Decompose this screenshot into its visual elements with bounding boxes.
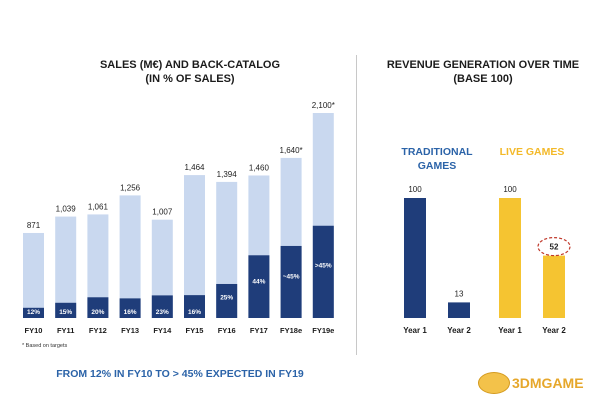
sales-total-bar <box>55 216 77 318</box>
x-tick-label: FY10 <box>25 326 43 335</box>
x-tick-label: FY13 <box>121 326 139 335</box>
back-catalog-bar <box>55 302 77 318</box>
back-catalog-bar <box>248 255 270 318</box>
sales-total-label: 1,007 <box>152 208 173 217</box>
back-catalog-pct-label: 15% <box>59 309 72 316</box>
revenue-bar <box>499 198 521 318</box>
back-catalog-pct-label: 44% <box>252 279 265 286</box>
back-catalog-pct-label: 20% <box>91 309 104 316</box>
revenue-value-label: 13 <box>455 289 464 298</box>
back-catalog-pct-label: 12% <box>27 309 40 316</box>
revenue-x-tick-label: Year 1 <box>403 326 427 335</box>
back-catalog-bar <box>151 295 173 318</box>
back-catalog-bar <box>312 225 334 318</box>
group-label-line1: LIVE GAMES <box>500 146 565 158</box>
sales-total-label: 1,460 <box>249 163 270 172</box>
watermark-text: 3DMGAME <box>512 375 584 391</box>
sales-total-bar <box>87 214 109 318</box>
sales-total-bar <box>151 219 173 318</box>
watermark-logo-icon <box>478 372 510 394</box>
sales-total-label: 1,394 <box>217 170 238 179</box>
sales-total-bar <box>184 175 205 318</box>
back-catalog-bar <box>87 297 109 318</box>
x-tick-label: FY15 <box>186 326 204 335</box>
revenue-bar <box>404 198 426 318</box>
revenue-bar <box>448 302 470 318</box>
sales-total-label: 1,039 <box>56 205 77 214</box>
x-tick-label: FY12 <box>89 326 107 335</box>
right-chart-title: REVENUE GENERATION OVER TIME (BASE 100) <box>378 58 588 86</box>
x-tick-label: FY17 <box>250 326 268 335</box>
watermark: 3DMGAME <box>478 372 584 394</box>
x-tick-label: FY18e <box>280 326 302 335</box>
x-tick-label: FY19e <box>312 326 334 335</box>
footnote: * Based on targets <box>22 343 68 349</box>
left-chart-title-line1: SALES (M€) AND BACK-CATALOG <box>99 59 281 71</box>
panel-divider <box>356 55 357 355</box>
x-tick-label: FY11 <box>57 326 75 335</box>
highlight-circle <box>537 237 571 257</box>
revenue-value-label: 52 <box>550 243 559 252</box>
revenue-x-tick-label: Year 1 <box>498 326 522 335</box>
back-catalog-bar <box>184 295 205 318</box>
revenue-value-label: 100 <box>503 185 517 194</box>
x-tick-label: FY14 <box>153 326 172 335</box>
left-chart-title: SALES (M€) AND BACK-CATALOG (IN % OF SAL… <box>40 58 340 86</box>
sales-total-label: 2,100* <box>312 101 335 110</box>
sales-total-bar <box>119 195 141 318</box>
back-catalog-pct-label: ~45% <box>283 273 300 280</box>
sales-total-label: 1,061 <box>88 202 109 211</box>
sales-total-label: 1,256 <box>120 183 141 192</box>
sales-total-bar <box>23 232 44 318</box>
back-catalog-bar <box>216 283 238 318</box>
back-catalog-pct-label: 16% <box>124 309 137 316</box>
group-label-line2: GAMES <box>418 160 457 172</box>
group-label-line1: TRADITIONAL <box>401 146 473 158</box>
revenue-x-tick-label: Year 2 <box>542 326 566 335</box>
revenue-bar <box>543 255 565 318</box>
back-catalog-bar <box>280 245 302 318</box>
left-chart-title-line2: (IN % OF SALES) <box>145 73 235 85</box>
back-catalog-pct-label: >45% <box>315 262 332 269</box>
sales-total-label: 1,640* <box>280 146 303 155</box>
x-tick-label: FY16 <box>218 326 236 335</box>
conclusion-text: FROM 12% IN FY10 TO > 45% EXPECTED IN FY… <box>56 368 304 380</box>
right-chart-title-line1: REVENUE GENERATION OVER TIME <box>386 59 580 71</box>
back-catalog-bar <box>119 298 141 318</box>
back-catalog-pct-label: 23% <box>156 309 169 316</box>
sales-total-label: 871 <box>27 221 41 230</box>
back-catalog-pct-label: 25% <box>220 294 233 301</box>
back-catalog-pct-label: 16% <box>188 309 201 316</box>
right-chart-title-line2: (BASE 100) <box>453 73 513 85</box>
back-catalog-bar <box>23 307 44 318</box>
revenue-x-tick-label: Year 2 <box>447 326 471 335</box>
sales-total-label: 1,464 <box>184 163 205 172</box>
revenue-value-label: 100 <box>408 185 422 194</box>
